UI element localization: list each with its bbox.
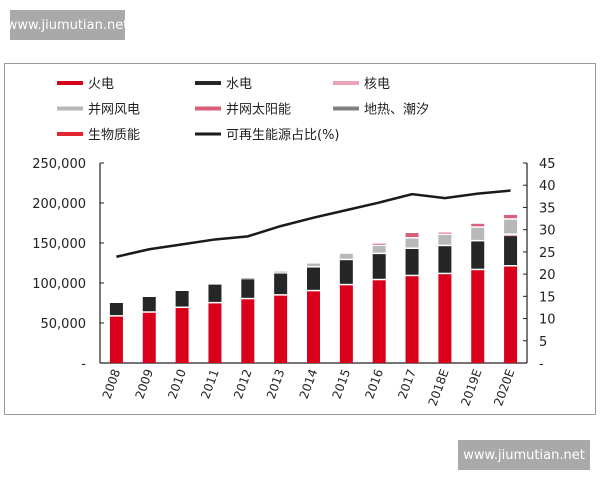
bar-水电: [504, 236, 518, 266]
bar-火电: [372, 280, 386, 363]
bar-并网太阳能: [405, 233, 419, 238]
bar-火电: [241, 299, 255, 363]
x-tick-label: 2017: [395, 367, 419, 400]
bar-并网风电: [241, 278, 255, 280]
bar-并网风电: [405, 238, 419, 248]
bar-并网太阳能: [471, 223, 485, 227]
x-tick-label: 2008: [100, 367, 124, 400]
watermark-top: www.jiumutian.net: [7, 10, 128, 40]
y2-tick-label: 25: [539, 246, 556, 261]
legend-label: 可再生能源占比(%): [226, 128, 340, 143]
bar-并网风电: [504, 219, 518, 234]
bar-火电: [307, 291, 320, 363]
y2-tick-label: 15: [539, 290, 556, 305]
legend-label: 并网太阳能: [226, 103, 291, 118]
y2-tick-label: -: [539, 357, 544, 372]
y-tick-label: 250,000: [32, 157, 86, 172]
bar-火电: [109, 316, 123, 363]
bar-并网太阳能: [438, 232, 452, 234]
bar-并网太阳能: [504, 214, 518, 219]
y2-tick-label: 5: [539, 335, 547, 350]
bar-水电: [109, 303, 123, 316]
y2-tick-label: 10: [539, 313, 556, 328]
x-tick-label: 2010: [165, 367, 189, 400]
y-tick-label: 150,000: [32, 237, 86, 252]
bar-核电: [504, 234, 518, 236]
bar-水电: [175, 291, 189, 307]
x-tick-label: 2011: [198, 367, 222, 400]
legend-label: 火电: [88, 77, 114, 92]
legend-label: 核电: [364, 77, 390, 92]
bar-水电: [339, 260, 353, 284]
bar-水电: [372, 254, 386, 279]
bar-并网风电: [307, 263, 320, 267]
legend-label: 并网风电: [88, 103, 140, 118]
bar-火电: [504, 266, 518, 363]
bar-水电: [438, 246, 452, 273]
bar-并网风电: [471, 227, 485, 240]
bar-水电: [241, 279, 255, 298]
bar-并网风电: [274, 271, 288, 273]
bar-水电: [208, 284, 222, 302]
x-tick-label: 2020E: [491, 367, 517, 408]
y-tick-label: -: [81, 357, 86, 372]
bar-水电: [274, 273, 288, 295]
x-tick-label: 2015: [330, 367, 354, 400]
bar-并网风电: [339, 253, 353, 259]
bar-并网太阳能: [372, 243, 386, 245]
bar-火电: [274, 295, 288, 363]
x-tick-label: 2013: [264, 367, 288, 400]
bar-火电: [142, 312, 156, 363]
y-tick-label: 100,000: [32, 277, 86, 292]
bar-火电: [175, 308, 189, 363]
x-tick-label: 2014: [297, 367, 321, 400]
watermark-bottom: www.jiumutian.net: [458, 440, 590, 470]
y2-tick-label: 35: [539, 201, 556, 216]
x-tick-label: 2018E: [426, 367, 452, 408]
legend-label: 地热、潮汐: [364, 102, 429, 118]
legend-label: 水电: [226, 77, 252, 92]
x-tick-label: 2019E: [458, 367, 484, 408]
y2-tick-label: 20: [539, 268, 556, 283]
x-tick-label: 2016: [362, 367, 386, 400]
chart-frame: [4, 63, 596, 415]
y2-tick-label: 30: [539, 224, 556, 239]
bar-火电: [405, 276, 419, 363]
bar-火电: [208, 303, 222, 363]
bar-水电: [307, 267, 320, 290]
bar-并网风电: [372, 246, 386, 253]
line-renewable-share: [116, 189, 511, 258]
bar-并网风电: [438, 235, 452, 245]
x-tick-label: 2009: [132, 367, 156, 400]
x-tick-label: 2012: [231, 367, 255, 400]
y2-tick-label: 45: [539, 157, 556, 172]
bar-火电: [339, 285, 353, 363]
bar-水电: [142, 297, 156, 312]
bar-火电: [471, 270, 485, 363]
bar-水电: [405, 249, 419, 275]
y-tick-label: 50,000: [41, 317, 87, 332]
legend-label: 生物质能: [88, 128, 140, 143]
bar-火电: [438, 274, 452, 363]
y2-tick-label: 40: [539, 179, 556, 194]
bar-水电: [471, 241, 485, 269]
y-tick-label: 200,000: [32, 197, 86, 212]
